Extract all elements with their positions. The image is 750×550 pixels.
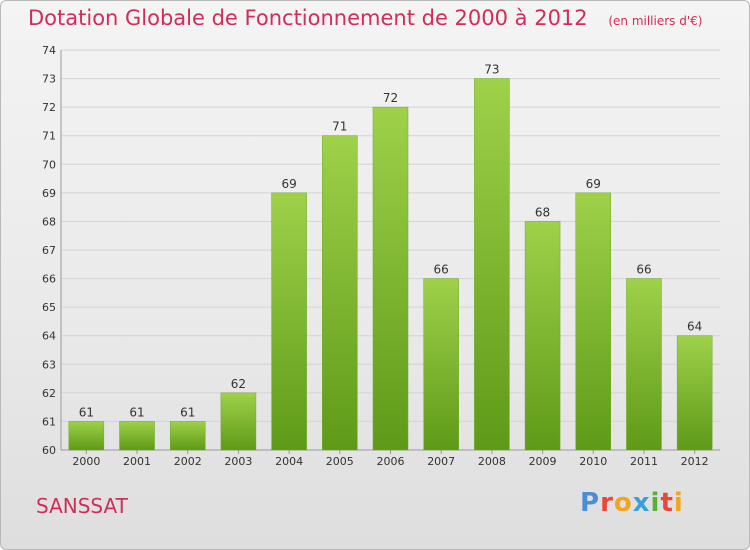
x-tick-label: 2012 [681, 455, 709, 468]
x-tick-label: 2007 [427, 455, 455, 468]
x-tick-label: 2011 [630, 455, 658, 468]
y-tick-label: 68 [42, 215, 56, 228]
chart-title: Dotation Globale de Fonctionnement de 20… [28, 6, 702, 30]
data-label: 61 [180, 405, 195, 419]
bar [271, 192, 307, 451]
bar [68, 421, 105, 451]
logo-letter: i [650, 488, 661, 518]
commune-name: SANSSAT [36, 494, 128, 518]
logo-letter: o [613, 488, 633, 518]
y-tick-label: 64 [42, 330, 56, 343]
bar [423, 278, 459, 451]
bar [372, 106, 409, 451]
bar [169, 421, 206, 451]
y-tick-label: 71 [42, 130, 56, 143]
logo-letter: x [632, 488, 651, 518]
x-tick-label: 2001 [123, 455, 151, 468]
bars [68, 78, 713, 451]
bar [676, 335, 713, 451]
x-tick-label: 2009 [529, 455, 557, 468]
x-tick-label: 2008 [478, 455, 506, 468]
bar [220, 392, 257, 451]
logo-letter: i [673, 488, 684, 518]
data-label: 72 [383, 91, 398, 105]
data-label: 66 [434, 263, 449, 277]
y-tick-label: 67 [42, 244, 56, 257]
data-label: 64 [687, 320, 702, 334]
y-tick-label: 69 [42, 187, 56, 200]
x-tick-label: 2005 [326, 455, 354, 468]
bar [474, 78, 510, 451]
y-tick-label: 66 [42, 273, 56, 286]
data-labels: 61 61 61 62 69 71 72 66 73 68 69 66 64 [79, 63, 703, 420]
chart-subtitle: (en milliers d'€) [608, 14, 703, 28]
data-label: 71 [332, 120, 347, 134]
bar [322, 135, 358, 451]
proxiti-logo[interactable]: Proxiti [580, 488, 684, 518]
y-tick-label: 60 [42, 444, 56, 457]
y-tick-label: 72 [42, 101, 56, 114]
data-label: 61 [129, 405, 144, 419]
data-label: 62 [231, 377, 246, 391]
y-tick-label: 65 [42, 301, 56, 314]
y-tick-label: 73 [42, 73, 56, 86]
logo-letter: P [580, 488, 601, 518]
logo-letter: r [600, 488, 614, 518]
y-tick-labels: 60 61 62 63 64 65 66 67 68 69 70 71 72 73 74 [42, 44, 56, 457]
bar [524, 221, 561, 451]
x-tick-labels: 2000 2001 2002 2003 2004 2005 2006 2007 2008 2009… [72, 455, 708, 468]
data-label: 69 [586, 177, 601, 191]
bar [626, 278, 662, 451]
x-tick-label: 2006 [377, 455, 405, 468]
data-label: 68 [535, 205, 550, 219]
y-tick-label: 74 [42, 44, 56, 57]
x-tick-label: 2010 [579, 455, 607, 468]
chart-title-text: Dotation Globale de Fonctionnement de 20… [28, 6, 588, 30]
y-tick-label: 63 [42, 358, 56, 371]
y-tick-label: 70 [42, 158, 56, 171]
data-label: 69 [281, 177, 296, 191]
x-tick-label: 2002 [174, 455, 202, 468]
logo-letter: t [660, 488, 674, 518]
x-tick-label: 2000 [72, 455, 100, 468]
data-label: 66 [636, 263, 651, 277]
data-label: 73 [484, 63, 499, 77]
data-label: 61 [79, 405, 94, 419]
bar [575, 192, 612, 451]
x-tick-label: 2003 [224, 455, 252, 468]
y-tick-label: 61 [42, 415, 56, 428]
y-tick-label: 62 [42, 387, 56, 400]
bar [119, 421, 155, 451]
x-tick-label: 2004 [275, 455, 303, 468]
